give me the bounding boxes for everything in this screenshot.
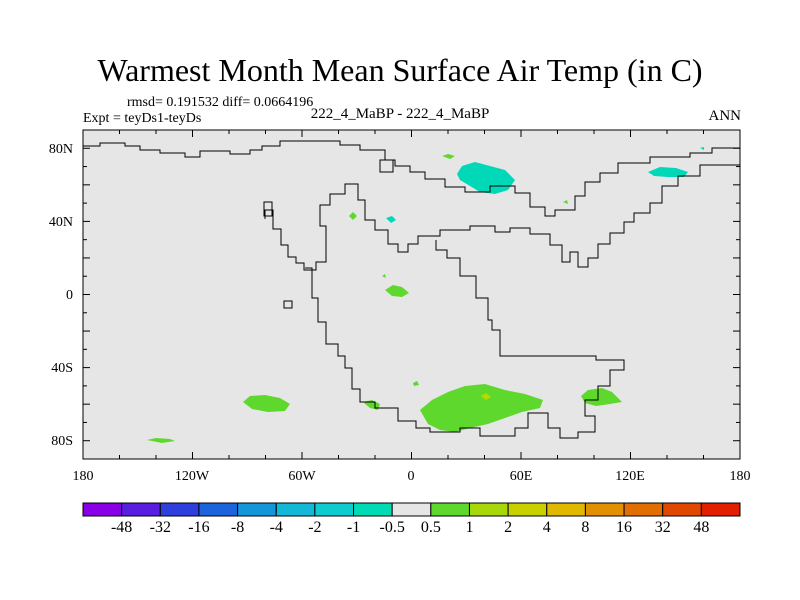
antarctic-yellow-spot	[481, 393, 491, 400]
y-tick-label: 80S	[51, 434, 73, 449]
colorbar-swatch	[237, 502, 277, 517]
equatorial-green-patch	[385, 285, 409, 297]
colorbar-label: -4	[270, 519, 283, 536]
colorbar-swatch	[198, 502, 239, 517]
colorbar-label: 32	[655, 519, 671, 536]
x-tick-label: 0	[408, 469, 415, 484]
x-tick-label: 120W	[175, 469, 210, 484]
colorbar-label: 48	[693, 519, 709, 536]
colorbar-label: -1	[347, 519, 360, 536]
colorbar-swatch	[468, 502, 509, 517]
colorbar-label: -48	[111, 519, 132, 536]
island-outline-2	[379, 159, 394, 173]
x-tick-label: 120E	[615, 469, 645, 484]
x-axis-labels: 180 120W 60W 0 60E 120E 180	[73, 469, 751, 484]
x-axis-ticks	[82, 130, 741, 459]
colorbar-label: 4	[543, 519, 551, 536]
map-background	[83, 130, 740, 459]
rmsd-diff-stats: rmsd= 0.191532 diff= 0.0664196	[127, 95, 314, 110]
colorbar-swatch	[546, 502, 586, 517]
colorbar-swatch	[662, 502, 702, 517]
north-atlantic-green-dot	[349, 212, 357, 220]
comparison-label: 222_4_MaBP - 222_4_MaBP	[310, 106, 490, 122]
colorbar-label: 1	[465, 519, 473, 536]
experiment-label: Expt = teyDs1-teyDs	[83, 111, 202, 126]
y-tick-label: 80N	[49, 142, 73, 157]
colorbar-swatch	[430, 502, 470, 517]
south-atlantic-green-dot	[413, 381, 419, 386]
colorbar-swatch	[159, 502, 200, 517]
south-pacific-small-green-patch	[147, 438, 175, 443]
island-outline-3	[263, 201, 273, 217]
y-tick-label: 40S	[51, 361, 73, 376]
x-tick-label: 60E	[510, 469, 533, 484]
small-north-green-patch	[442, 154, 455, 159]
colorbar-swatch	[275, 502, 316, 517]
southern-gondwana-coastline	[305, 240, 625, 439]
colorbar-label: -8	[231, 519, 244, 536]
season-label: ANN	[708, 108, 742, 124]
x-tick-label: 180	[73, 469, 94, 484]
colorbar-label: -32	[150, 519, 171, 536]
indian-ocean-green-dot	[563, 200, 568, 204]
colorbar-label: 16	[616, 519, 632, 536]
colorbar	[82, 502, 741, 517]
colorbar-swatch	[121, 502, 161, 517]
colorbar-swatch	[82, 502, 123, 517]
y-tick-label: 0	[66, 288, 73, 303]
east-arctic-cyan-patch	[648, 167, 688, 177]
x-tick-label: 180	[730, 469, 751, 484]
y-tick-label: 40N	[49, 215, 73, 230]
island-outline-1	[283, 300, 293, 309]
x-tick-label: 60W	[288, 469, 316, 484]
plot-title: Warmest Month Mean Surface Air Temp (in …	[97, 52, 703, 88]
asia-south-coastline	[264, 164, 740, 271]
colorbar-label: -2	[308, 519, 321, 536]
y-axis-ticks	[83, 129, 740, 460]
colorbar-label: -16	[188, 519, 209, 536]
coastlines	[83, 140, 740, 439]
north-atlantic-cyan-dot	[386, 216, 396, 223]
pangaea-north-coastline	[83, 140, 740, 217]
colorbar-swatch	[353, 502, 393, 517]
colorbar-swatch	[700, 502, 741, 517]
colorbar-label: 0.5	[421, 519, 441, 536]
far-north-cyan-dot	[700, 147, 704, 150]
equatorial-green-dot	[382, 274, 386, 278]
colorbar-labels: -48 -32 -16 -8 -4 -2 -1 -0.5 0.5 1 2 4 8 16 32 48	[111, 519, 709, 536]
colorbar-swatch	[623, 502, 664, 517]
colorbar-swatch	[584, 502, 625, 517]
east-antarctic-green-patch	[581, 388, 622, 406]
south-pacific-green-patch	[243, 395, 290, 412]
colorbar-label: -0.5	[380, 519, 405, 536]
antarctic-green-patch	[420, 384, 543, 432]
colorbar-swatch	[507, 502, 548, 517]
y-axis-labels: 80N 40N 0 40S 80S	[49, 142, 73, 449]
colorbar-swatch	[314, 502, 355, 517]
colorbar-swatch	[391, 502, 432, 517]
colorbar-label: 8	[581, 519, 589, 536]
colorbar-label: 2	[504, 519, 512, 536]
